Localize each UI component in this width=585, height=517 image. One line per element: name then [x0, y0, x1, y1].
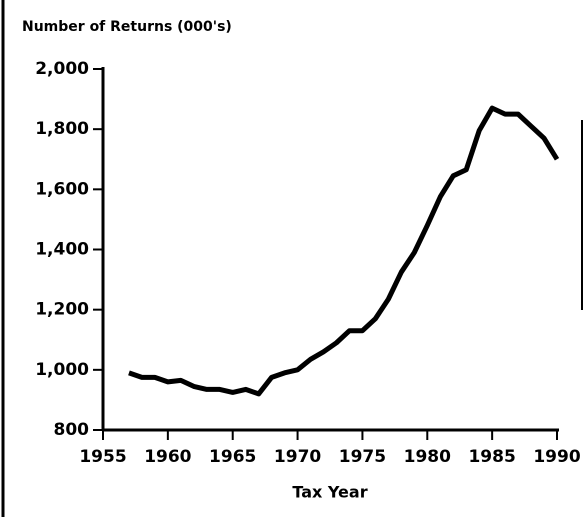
x-tick-label: 1970 — [274, 447, 321, 467]
x-tick-label: 1975 — [339, 447, 386, 467]
data-line — [128, 105, 560, 397]
x-tick-label: 1960 — [144, 447, 191, 467]
x-axis-label: Tax Year — [292, 483, 367, 502]
x-tick-label: 1985 — [468, 447, 515, 467]
x-tick-label: 1965 — [209, 447, 256, 467]
x-tick-label: 1955 — [79, 447, 126, 467]
y-tick-label: 1,000 — [35, 360, 89, 380]
y-tick-label: 1,600 — [35, 179, 89, 199]
y-tick-label: 1,800 — [35, 119, 89, 139]
chart-title: Number of Returns (000's) — [22, 19, 232, 35]
y-tick-label: 800 — [54, 420, 90, 440]
y-tick-label: 1,400 — [35, 240, 89, 260]
y-tick-label: 1,200 — [35, 300, 89, 320]
x-tick-label: 1990 — [533, 447, 580, 467]
y-tick-label: 2,000 — [35, 59, 89, 79]
x-tick-label: 1980 — [404, 447, 451, 467]
